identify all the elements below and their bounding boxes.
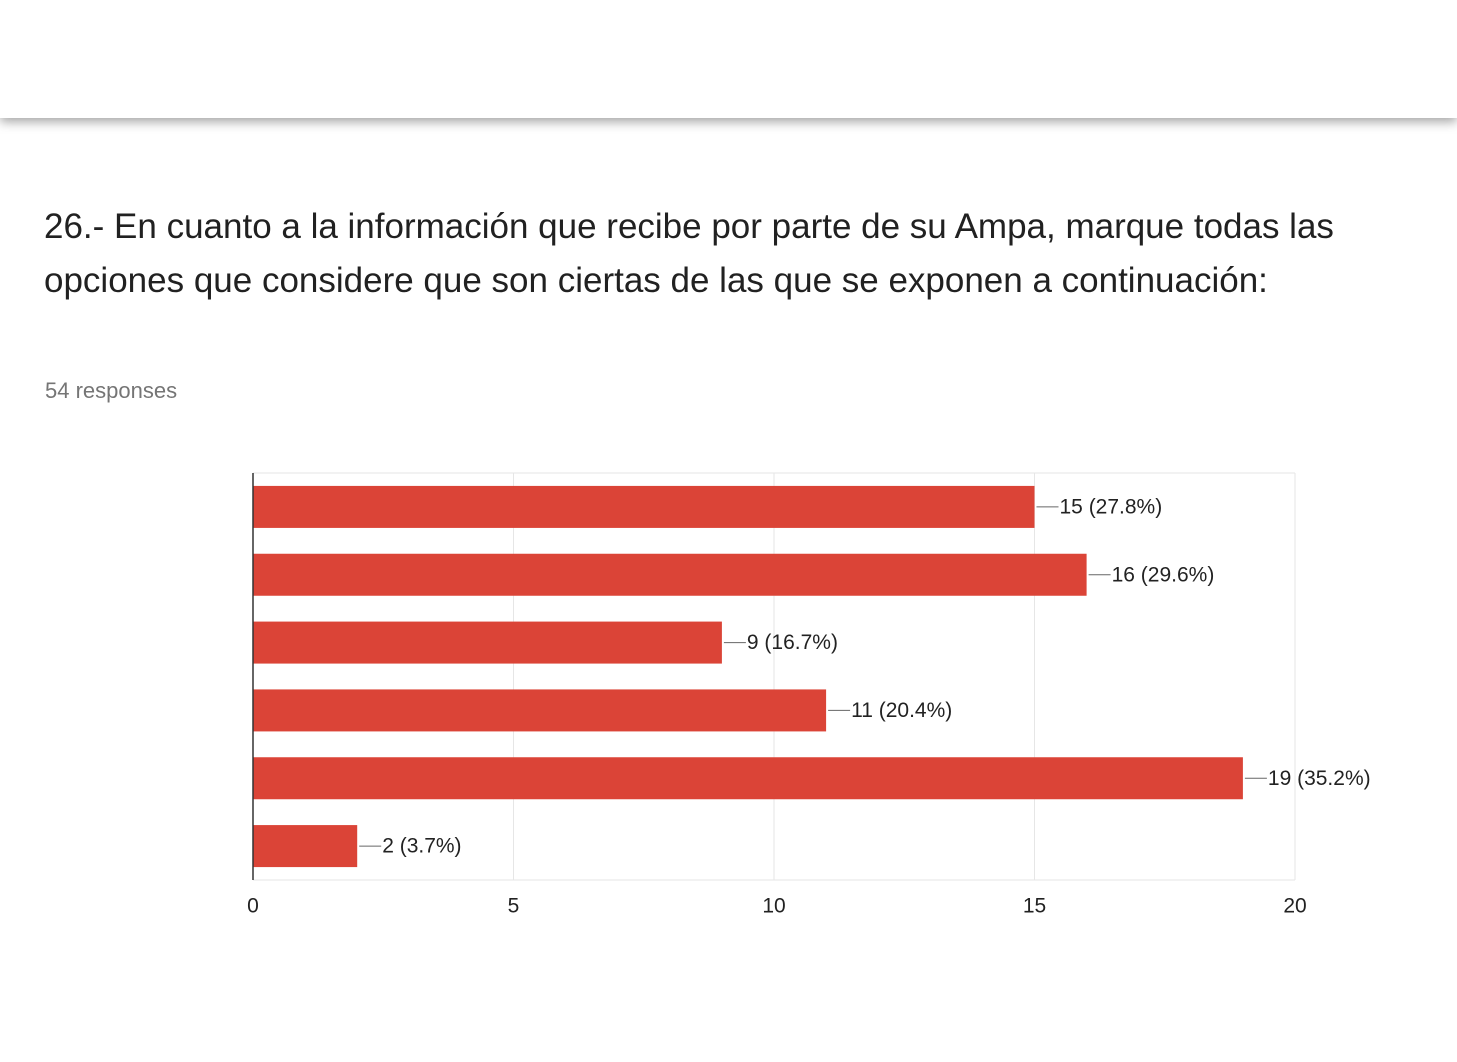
bar — [253, 485, 1035, 528]
x-tick-label: 15 — [1023, 895, 1046, 918]
bar — [253, 757, 1243, 800]
x-tick-label: 20 — [1283, 895, 1306, 918]
bar — [253, 621, 722, 664]
data-label: 15 (27.8%) — [1060, 495, 1163, 518]
bar — [253, 553, 1087, 596]
x-tick-label: 5 — [508, 895, 520, 918]
x-tick-label: 10 — [762, 895, 785, 918]
data-label: 9 (16.7%) — [747, 631, 838, 654]
response-count: 54 responses — [45, 378, 178, 403]
data-label: 19 (35.2%) — [1268, 767, 1371, 790]
header-bar — [0, 0, 1457, 118]
data-label: 11 (20.4%) — [851, 699, 952, 722]
bar — [253, 825, 358, 868]
question-title: 26.- En cuanto a la información que reci… — [44, 207, 1334, 300]
bar — [253, 689, 827, 732]
data-label: 16 (29.6%) — [1112, 563, 1215, 586]
x-tick-label: 0 — [247, 895, 259, 918]
data-label: 2 (3.7%) — [382, 835, 461, 858]
